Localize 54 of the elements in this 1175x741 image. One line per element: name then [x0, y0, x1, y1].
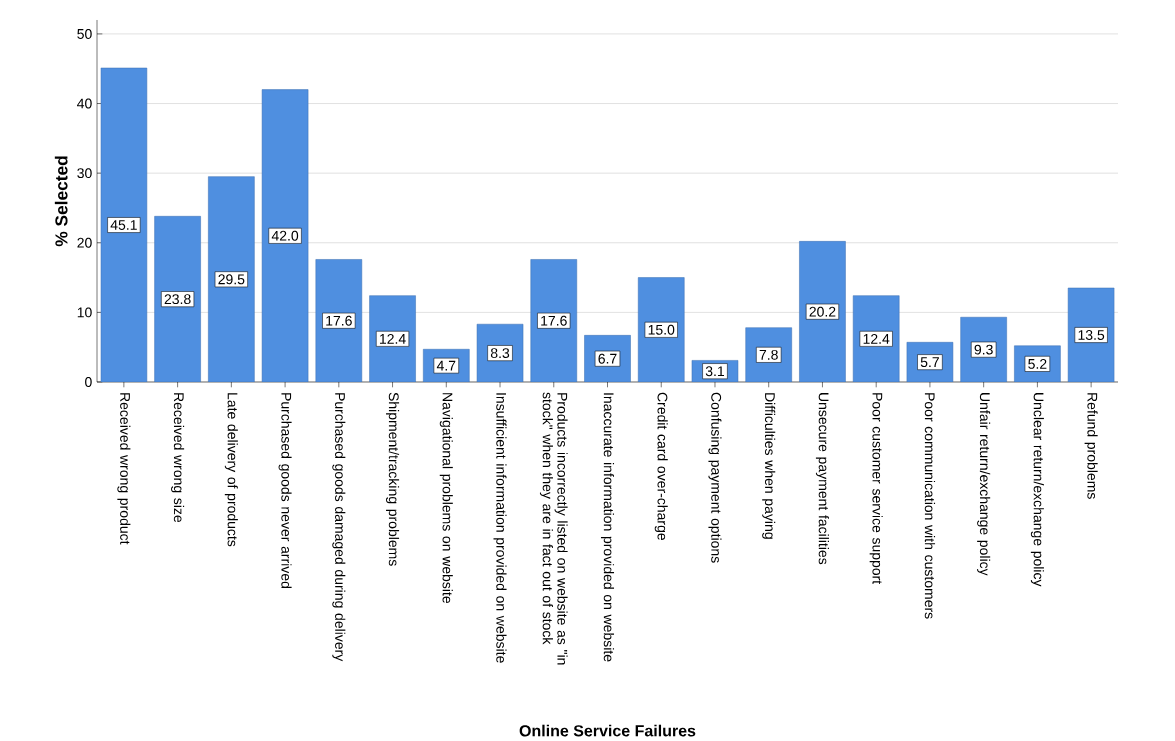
data-label: 17.6 [326, 315, 352, 326]
x-tick-label: Received wrong product [117, 393, 131, 545]
y-tick-label: 30 [77, 168, 92, 179]
y-tick-label: 50 [77, 29, 92, 39]
x-tick-label: Difficulties when paying [762, 393, 776, 539]
data-label: 4.7 [436, 360, 456, 371]
x-tick-label: Received wrong size [171, 393, 185, 523]
data-label: 12.4 [863, 334, 890, 344]
data-label: 3.1 [705, 366, 725, 377]
y-tick-label: 20 [77, 237, 92, 248]
data-label: 23.8 [164, 294, 191, 305]
x-tick-label: Unfair return/exchange policy [977, 393, 991, 576]
data-label: 20.2 [809, 306, 836, 317]
y-tick-label: 40 [77, 98, 92, 109]
bar [208, 176, 255, 383]
y-tick-label: 0 [85, 377, 92, 387]
bar [637, 277, 685, 383]
x-tick-label: Late delivery of products [224, 393, 238, 547]
x-tick-label: Poor communication with customers [924, 393, 936, 619]
x-tick-label: Inaccurate information provided on website [600, 393, 615, 662]
data-label: 42.0 [271, 230, 299, 241]
data-label: 5.7 [920, 357, 939, 368]
data-label: 5.2 [1028, 358, 1047, 369]
data-label: 17.6 [541, 315, 567, 326]
x-tick-label: Unsecure payment facilities [815, 393, 829, 565]
bar [315, 259, 363, 383]
data-label: 7.8 [759, 349, 778, 360]
y-tick-label: 10 [77, 307, 92, 318]
x-tick-label: Poor customer service support [869, 393, 883, 585]
x-tick-label: Purchased goods damaged during delivery [332, 393, 346, 662]
data-label: 8.3 [490, 348, 510, 359]
data-label: 13.5 [1078, 330, 1105, 341]
x-axis-title: Online Service Failures [519, 724, 696, 737]
x-tick-label: Purchased goods never arrived [278, 393, 292, 589]
x-tick-label: Credit card over-charge [654, 392, 668, 541]
data-label: 12.4 [380, 334, 406, 344]
x-tick-label: Confusing payment options [708, 392, 722, 563]
y-axis-title: % Selected [54, 156, 68, 247]
data-label: 6.7 [598, 353, 617, 364]
bar [261, 89, 309, 383]
x-tick-label: Navigational problems on website [439, 393, 453, 604]
x-tick-label: Insufficient information provided on website [493, 393, 507, 663]
data-label: 29.5 [218, 274, 245, 285]
data-label: 45.1 [110, 220, 137, 230]
data-label: 15.0 [648, 324, 675, 335]
bar [799, 241, 846, 383]
x-tick-label: Refund problems [1084, 393, 1098, 499]
bar [154, 216, 201, 383]
bar [530, 259, 578, 383]
data-label: 9.3 [974, 344, 993, 355]
x-tick-label: Unclear return/exchange policy [1030, 393, 1044, 587]
x-tick-label: Products incorrectly listed on website as "in stock" when they are in fact out of stock [539, 392, 568, 665]
bar [100, 67, 148, 383]
x-tick-label: Shipment/tracking problems [386, 392, 400, 566]
